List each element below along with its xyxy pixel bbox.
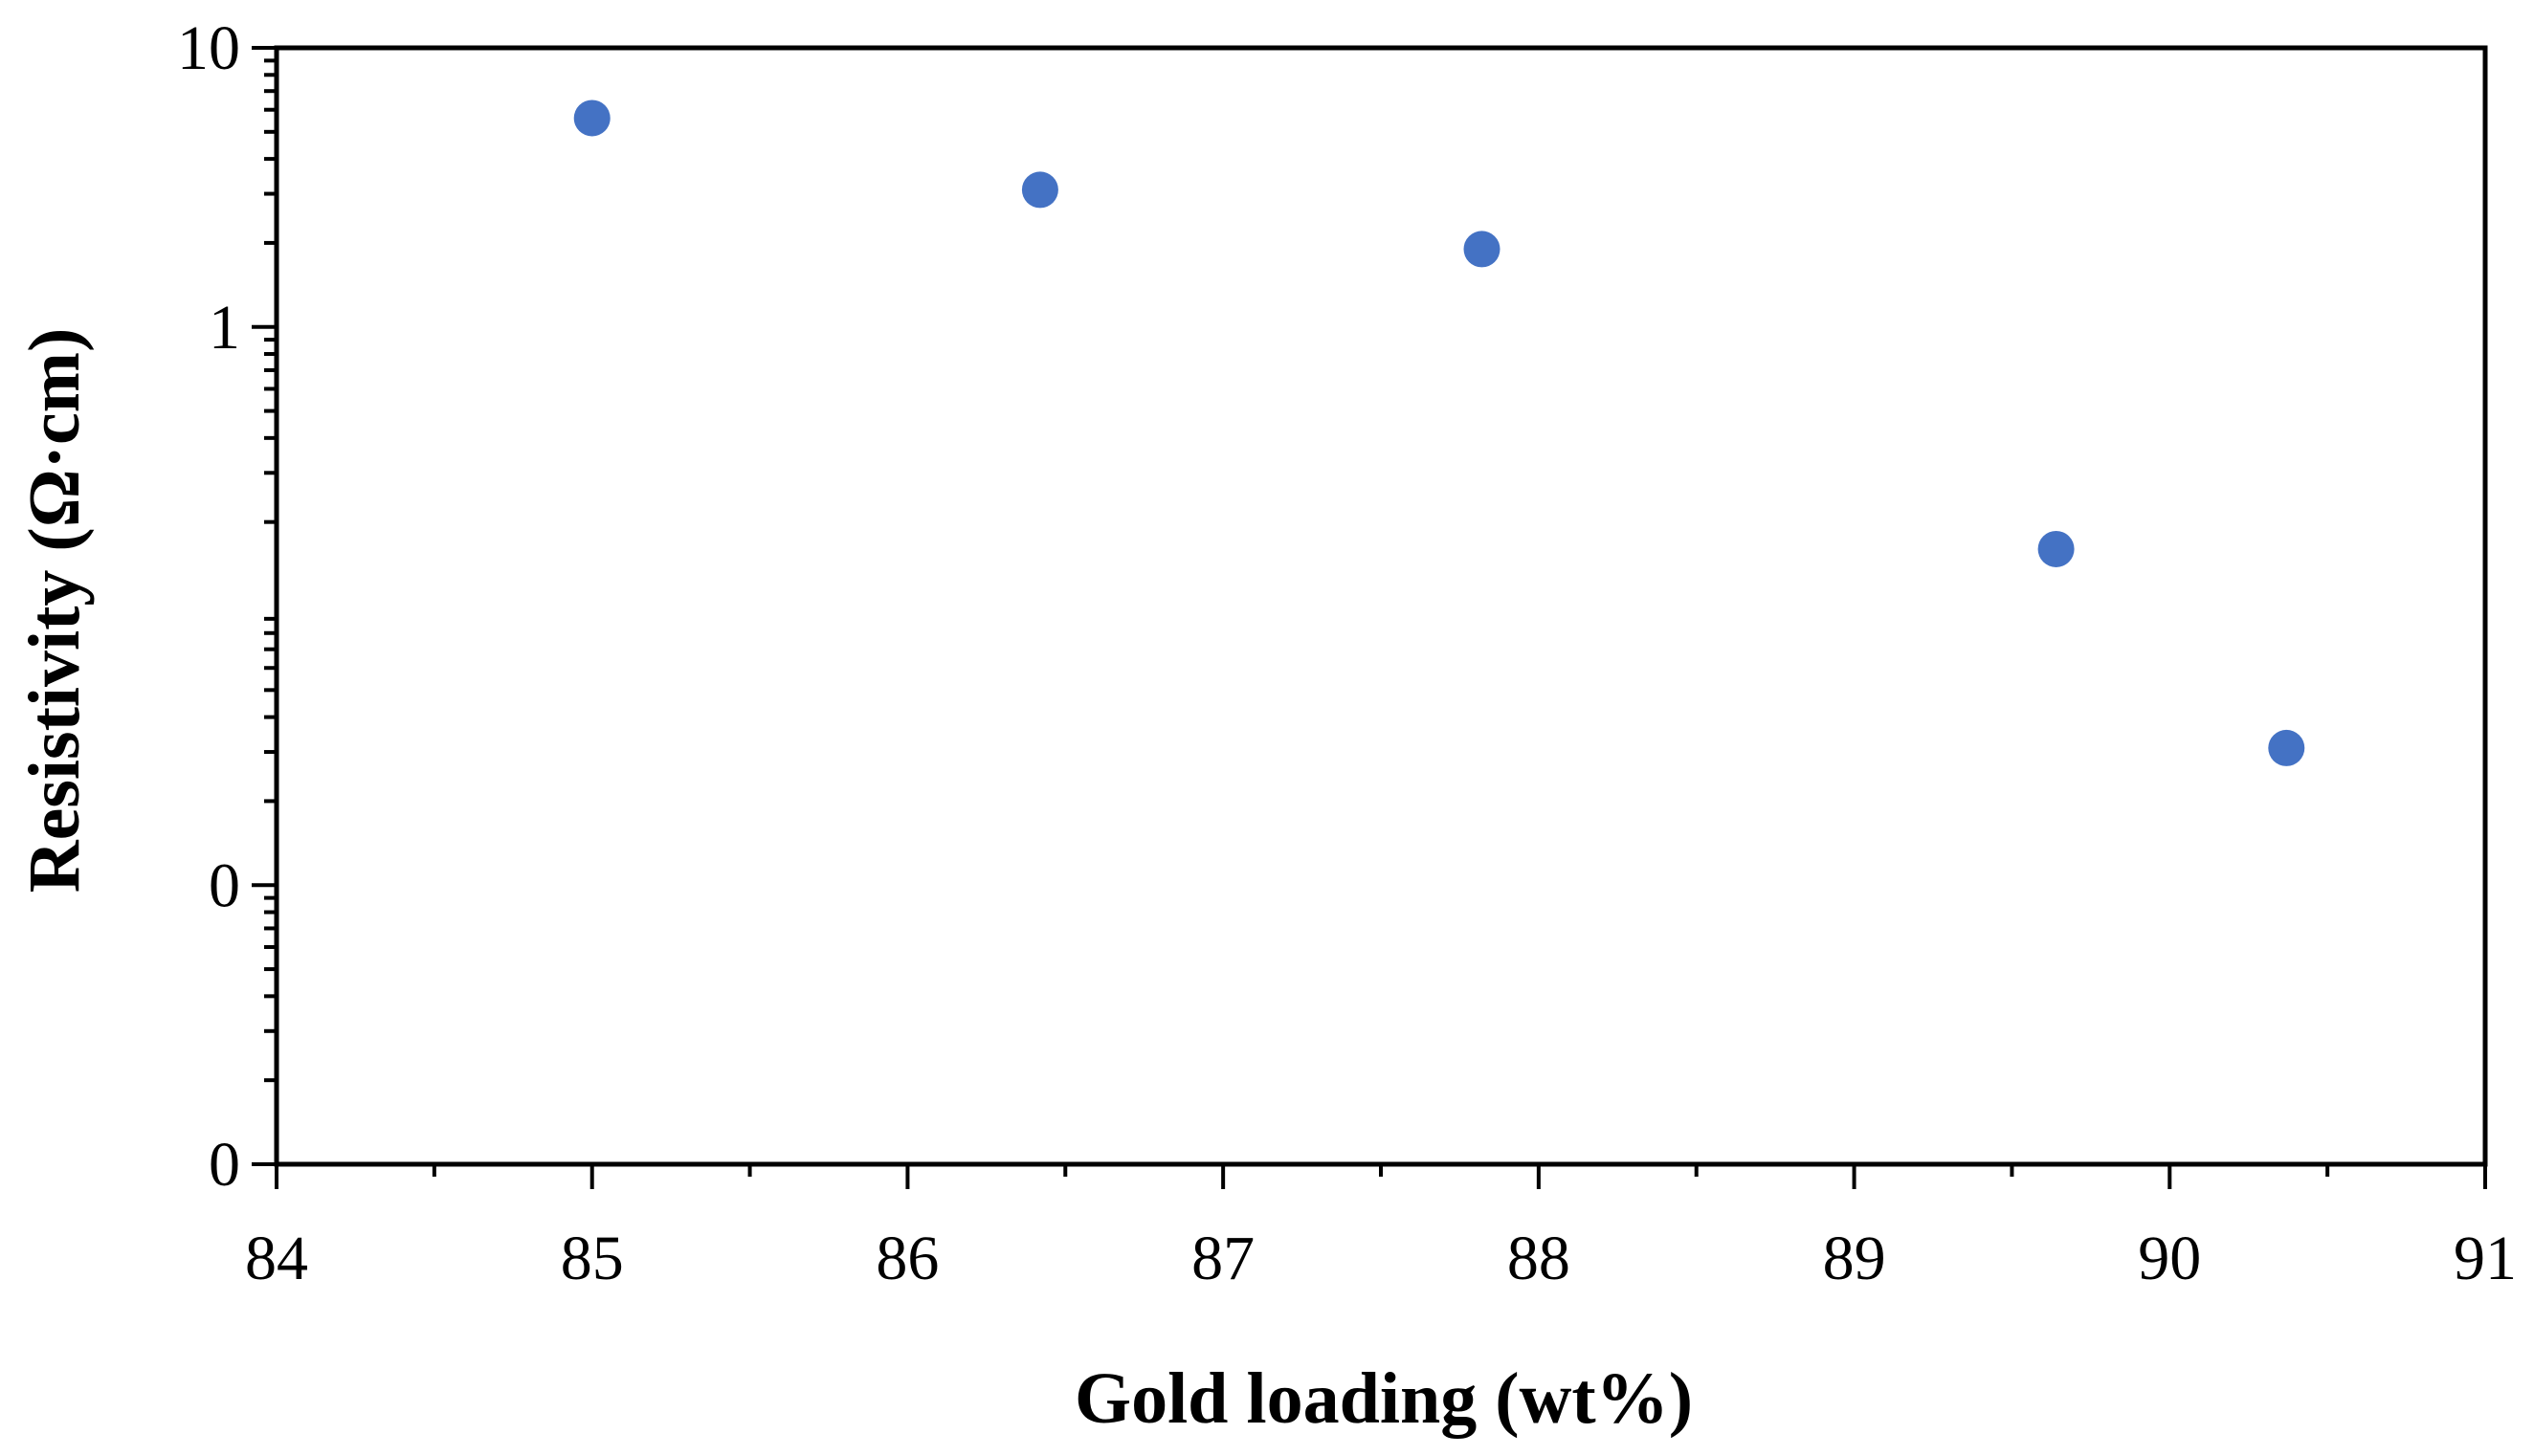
plot-frame	[274, 45, 2488, 1167]
y-tick-label: 0	[209, 1130, 240, 1200]
y-tick-label: 10	[177, 13, 240, 83]
x-tick-label: 90	[2138, 1224, 2201, 1293]
y-axis-title: Resistivity (Ω·cm)	[14, 328, 95, 893]
y-tick-label: 1	[209, 293, 240, 363]
x-tick-label: 85	[561, 1224, 624, 1293]
x-tick-label: 87	[1191, 1224, 1255, 1293]
x-tick-label: 86	[876, 1224, 939, 1293]
data-point	[1463, 231, 1500, 268]
x-tick-label: 91	[2454, 1224, 2517, 1293]
x-tick-label: 89	[1823, 1224, 1886, 1293]
data-point	[2268, 729, 2305, 766]
plot-area: 0 0 1 10 84 85 86 87 88 89 90 91	[177, 13, 2517, 1293]
x-tick-label: 88	[1507, 1224, 1570, 1293]
data-point	[2037, 530, 2075, 567]
x-axis-title: Gold loading (wt%)	[1075, 1358, 1693, 1439]
x-tick-label: 84	[245, 1224, 308, 1293]
y-tick-label: 0	[209, 850, 240, 920]
data-point	[1021, 171, 1058, 209]
data-point	[573, 99, 611, 137]
